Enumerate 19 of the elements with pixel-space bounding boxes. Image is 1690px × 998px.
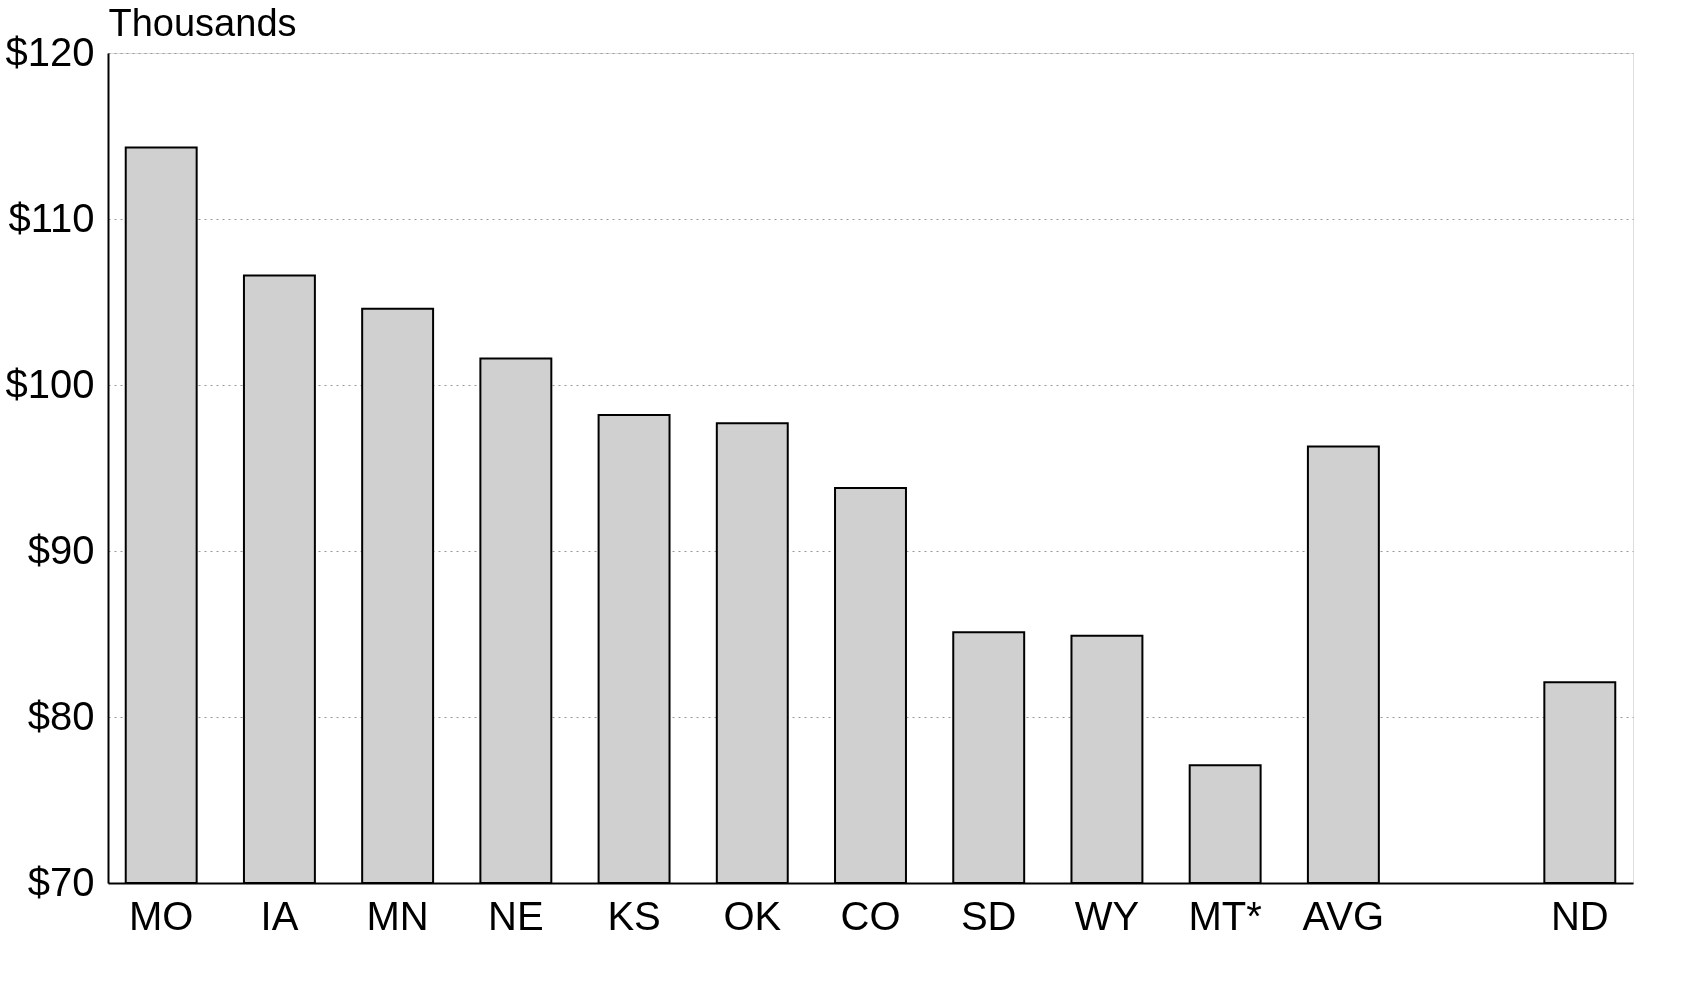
x-tick-label: CO [840, 893, 901, 938]
y-tick-label: $110 [8, 195, 95, 240]
x-tick-label: OK [723, 893, 782, 938]
x-tick-label: MT* [1188, 893, 1262, 938]
x-tick-label: SD [960, 893, 1017, 938]
x-tick-label: AVG [1302, 893, 1385, 938]
x-tick-label: NE [488, 893, 544, 938]
y-tick-label: $70 [27, 859, 95, 904]
x-tick-label: MO [128, 893, 194, 938]
x-tick-label: IA [260, 893, 299, 938]
y-tick-label: $90 [27, 527, 95, 572]
x-tick-label: WY [1074, 893, 1140, 938]
y-tick-label: $80 [27, 693, 95, 738]
x-tick-label: ND [1550, 893, 1609, 938]
y-tick-label: $100 [5, 361, 95, 406]
y-axis-title: Thousands [108, 1, 297, 44]
y-tick-label: $120 [5, 29, 95, 74]
x-tick-label: KS [607, 893, 661, 938]
x-tick-label: MN [366, 893, 429, 938]
